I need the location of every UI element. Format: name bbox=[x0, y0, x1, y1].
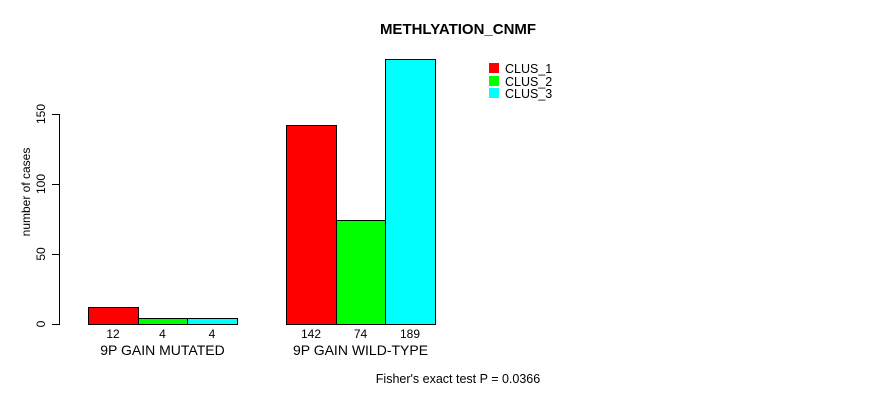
legend-swatch-clus_1 bbox=[489, 63, 499, 73]
legend-swatch-clus_2 bbox=[489, 76, 499, 86]
y-tick-label: 0 bbox=[34, 320, 48, 328]
bar-clus_1-group1 bbox=[88, 307, 139, 325]
y-tick-label: 100 bbox=[34, 173, 48, 195]
stat-annotation: Fisher's exact test P = 0.0366 bbox=[375, 372, 541, 386]
bar-clus_3-group2 bbox=[385, 59, 436, 325]
chart-title: METHLYATION_CNMF bbox=[379, 21, 537, 38]
bar-value-label: 74 bbox=[353, 327, 368, 341]
bar-value-label: 189 bbox=[399, 327, 421, 341]
legend-label-clus_2: CLUS_2 bbox=[505, 75, 553, 89]
y-tick-label: 150 bbox=[34, 103, 48, 125]
y-axis-line bbox=[59, 114, 60, 325]
bar-clus_2-group2 bbox=[336, 220, 386, 325]
bar-value-label: 142 bbox=[300, 327, 322, 341]
y-tick bbox=[52, 114, 59, 115]
bar-value-label: 4 bbox=[208, 327, 216, 341]
y-tick bbox=[52, 324, 59, 325]
legend-swatch-clus_3 bbox=[489, 88, 499, 98]
bar-value-label: 12 bbox=[106, 327, 120, 341]
y-tick bbox=[52, 254, 59, 255]
bar-clus_3-group1 bbox=[187, 318, 238, 325]
y-tick bbox=[52, 184, 59, 185]
category-label: 9P GAIN WILD-TYPE bbox=[292, 342, 429, 358]
bar-clus_1-group2 bbox=[286, 125, 337, 325]
legend-label-clus_3: CLUS_3 bbox=[505, 87, 553, 101]
legend-label-clus_1: CLUS_1 bbox=[505, 62, 553, 76]
category-label: 9P GAIN MUTATED bbox=[100, 342, 225, 358]
y-axis-label: number of cases bbox=[19, 147, 33, 237]
bar-value-label: 4 bbox=[159, 327, 166, 341]
y-tick-label: 50 bbox=[34, 247, 48, 261]
bar-clus_2-group1 bbox=[138, 318, 188, 325]
